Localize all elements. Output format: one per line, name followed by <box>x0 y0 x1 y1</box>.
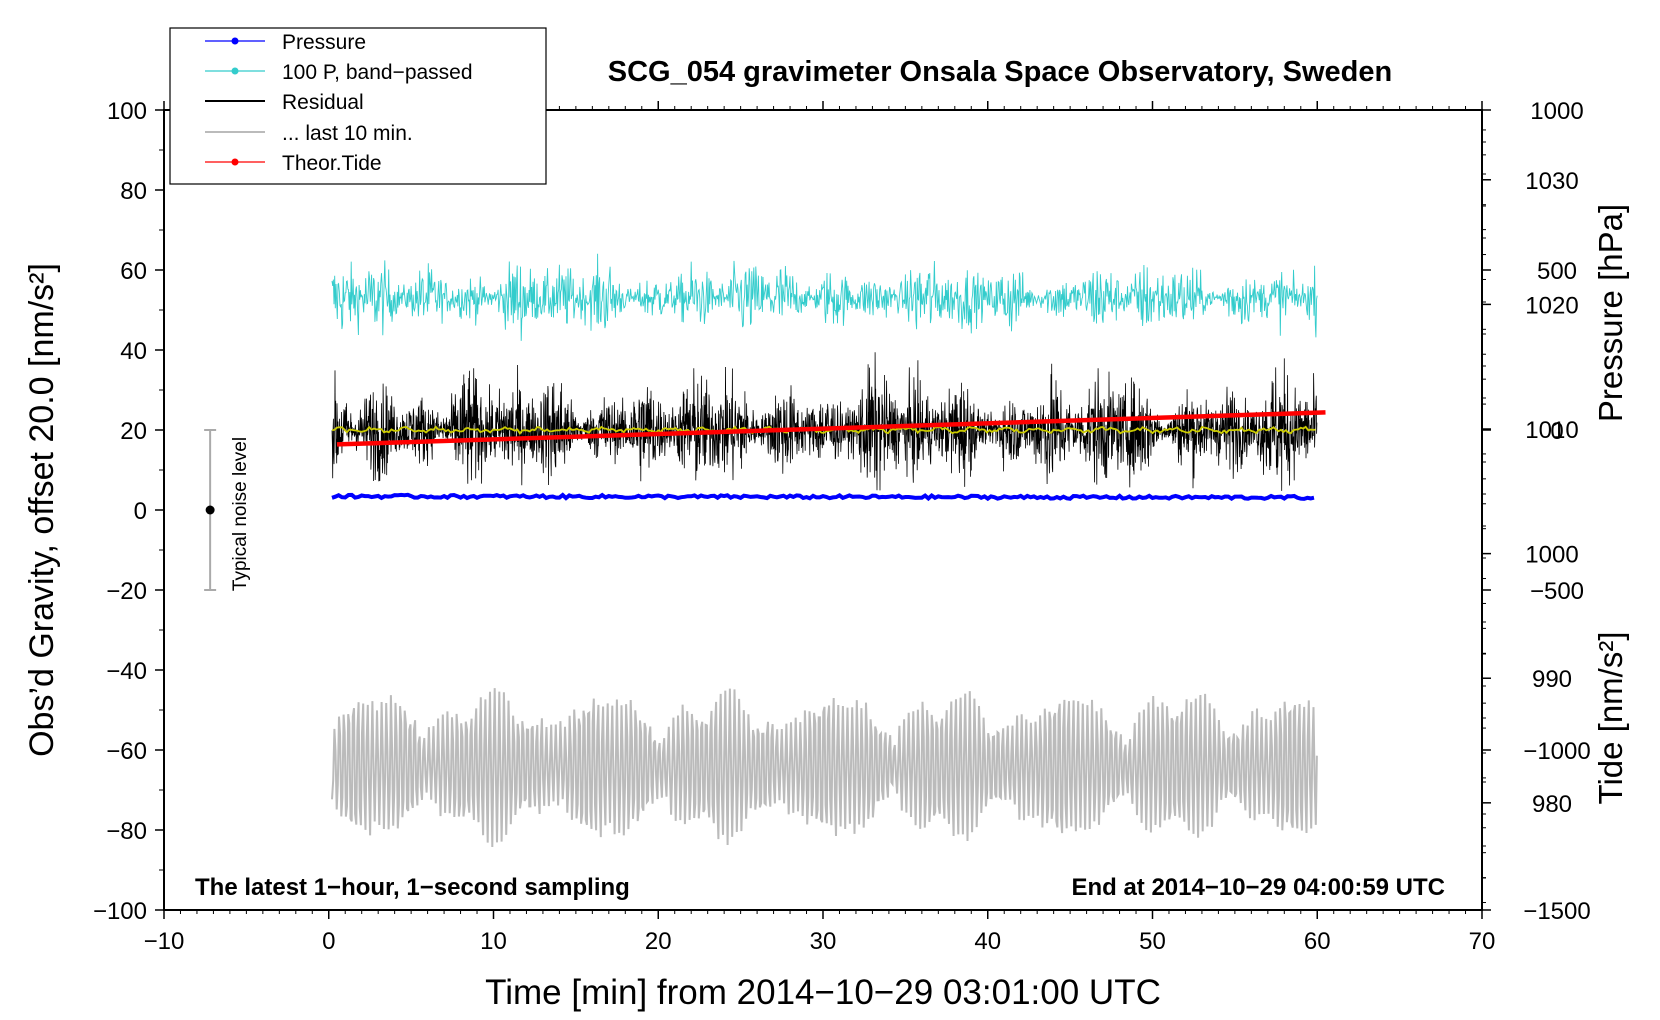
y-tick-label: 20 <box>120 418 147 445</box>
pressure-tick-label: 990 <box>1532 666 1572 693</box>
pressure-tick-label: 980 <box>1532 791 1572 818</box>
y-tick-label: −100 <box>93 898 147 925</box>
legend-label-last10: ... last 10 min. <box>282 122 413 145</box>
noise-level-label: Typical noise level <box>230 437 251 591</box>
tide-axis-label: Tide [nm/s²] <box>1592 632 1629 805</box>
series-theoretical-tide <box>336 410 1326 447</box>
legend-entry-last10: ... last 10 min. <box>205 122 413 145</box>
legend-marker-tide <box>231 158 239 166</box>
annotation-sampling: The latest 1−hour, 1−second sampling <box>195 874 630 901</box>
legend-label-tide: Theor.Tide <box>282 152 382 175</box>
x-tick-label: 70 <box>1469 928 1496 955</box>
noise-level-bar <box>204 429 217 591</box>
data-layer <box>331 253 1326 848</box>
chart-title: SCG_054 gravimeter Onsala Space Observat… <box>608 56 1392 88</box>
pressure-tick-label: 1020 <box>1525 292 1578 319</box>
y-tick-label: 60 <box>120 258 147 285</box>
x-axis-label: Time [min] from 2014−10−29 03:01:00 UTC <box>485 973 1161 1012</box>
x-tick-label: 40 <box>974 928 1001 955</box>
pressure-tick-label: 1010 <box>1525 417 1578 444</box>
legend-label-pressure: Pressure <box>282 31 366 54</box>
annotation-end-time: End at 2014−10−29 04:00:59 UTC <box>1071 874 1445 901</box>
legend-label-residual: Residual <box>282 91 364 114</box>
y-tick-label: 40 <box>120 338 147 365</box>
x-tick-label: 10 <box>480 928 507 955</box>
pressure-tick-label: 1000 <box>1525 542 1578 569</box>
legend-box <box>169 27 547 185</box>
y-tick-label: −80 <box>106 818 147 845</box>
y-axis: −100 −80 −60 −40 −20 0 20 40 60 80 100 <box>93 98 164 925</box>
x-tick-label: 20 <box>645 928 672 955</box>
noise-bar-center <box>205 505 215 515</box>
series-pressure <box>331 492 1315 502</box>
series-bandpassed <box>331 253 1318 341</box>
tide-tick-label: −1000 <box>1523 738 1590 765</box>
pressure-axis: 980 990 1000 1010 1020 1030 <box>1482 129 1579 904</box>
legend-entry-bandpassed: 100 P, band−passed <box>205 61 473 84</box>
tide-tick-label: 500 <box>1537 258 1577 285</box>
legend-entry-pressure: Pressure <box>205 31 366 54</box>
legend-label-bandpassed: 100 P, band−passed <box>282 61 473 84</box>
x-axis: −10 0 10 20 30 40 50 60 70 <box>144 101 1496 955</box>
y-axis-label: Obs’d Gravity, offset 20.0 [nm/s²] <box>23 263 61 757</box>
x-tick-label: 60 <box>1304 928 1331 955</box>
y-tick-label: 100 <box>107 98 147 125</box>
legend: Pressure 100 P, band−passed Residual ...… <box>169 27 547 185</box>
x-tick-label: 30 <box>810 928 837 955</box>
y-tick-label: −60 <box>106 738 147 765</box>
tide-tick-label: −1500 <box>1523 898 1590 925</box>
tide-tick-label: 1000 <box>1530 98 1583 125</box>
legend-marker-bandpassed <box>231 67 239 75</box>
pressure-tick-label: 1030 <box>1525 168 1578 195</box>
legend-entry-tide: Theor.Tide <box>205 152 382 175</box>
tide-tick-label: −500 <box>1530 578 1584 605</box>
legend-marker-pressure <box>231 37 239 45</box>
series-last-10-min <box>331 688 1318 848</box>
y-tick-label: −20 <box>106 578 147 605</box>
x-tick-label: −10 <box>144 928 185 955</box>
tide-tick-label: 0 <box>1550 418 1563 445</box>
x-tick-label: 0 <box>322 928 335 955</box>
y-tick-label: −40 <box>106 658 147 685</box>
y-tick-label: 80 <box>120 178 147 205</box>
pressure-axis-label: Pressure [hPa] <box>1592 204 1629 422</box>
x-tick-label: 50 <box>1139 928 1166 955</box>
tide-axis: −1500 −1000 −500 0 500 1000 <box>1482 98 1591 925</box>
series-residual-smoothed <box>331 425 1316 435</box>
y-tick-label: 0 <box>134 498 147 525</box>
legend-entry-residual: Residual <box>205 91 364 114</box>
